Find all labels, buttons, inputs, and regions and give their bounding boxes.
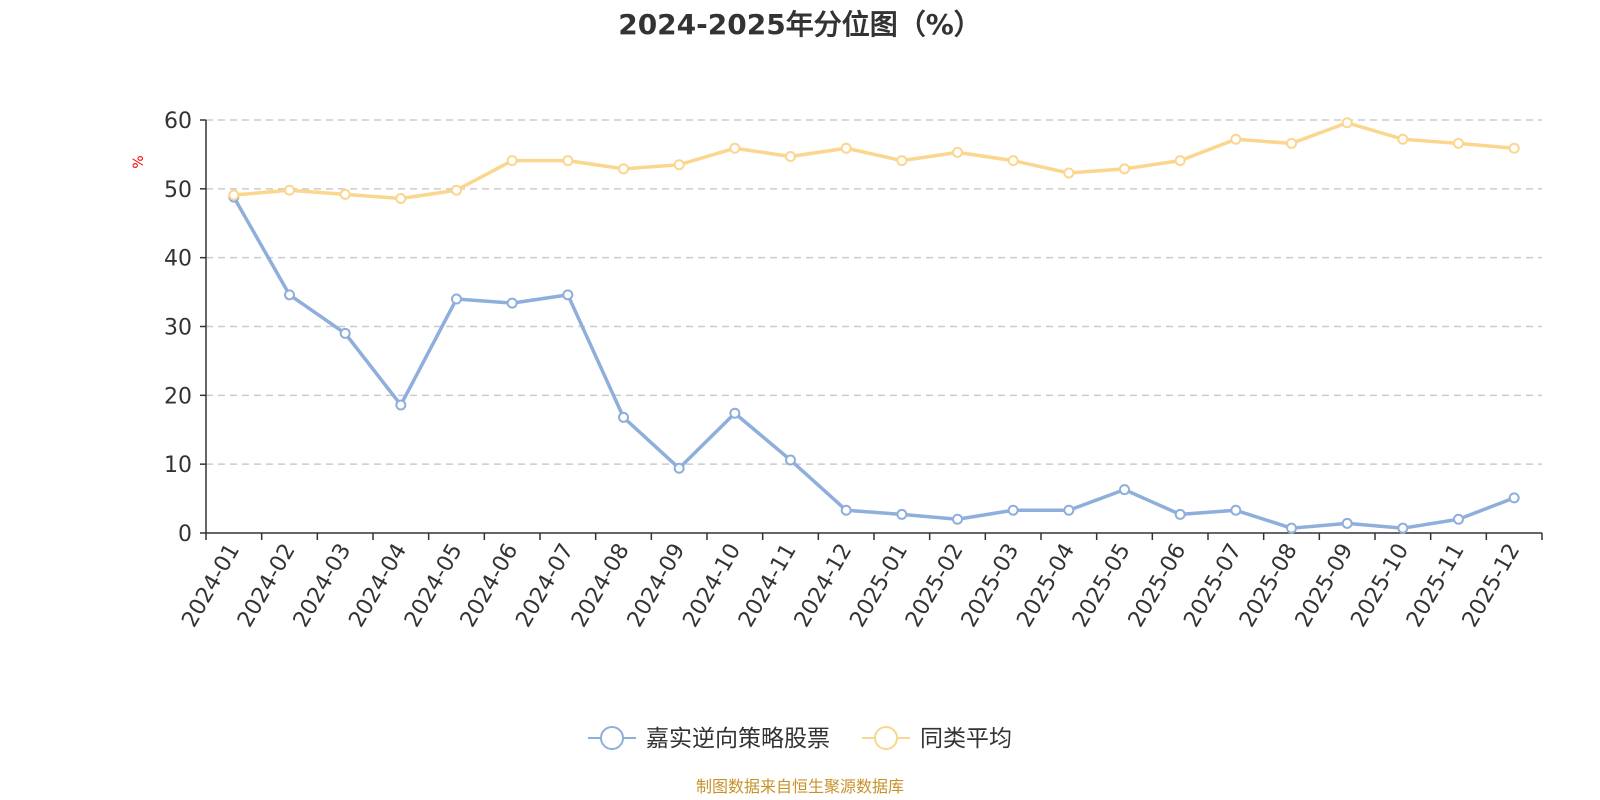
data-point (785, 150, 796, 162)
data-point (284, 184, 295, 196)
data-point (395, 192, 407, 204)
y-tick-label: 10 (164, 453, 192, 478)
y-tick-label: 0 (178, 522, 192, 547)
chart-title: 2024-2025年分位图（%） (618, 8, 982, 41)
data-point (896, 155, 908, 167)
data-point (1007, 504, 1019, 516)
legend-label: 同类平均 (920, 726, 1012, 752)
source-note: 制图数据来自恒生聚源数据库 (696, 777, 904, 796)
data-point (339, 327, 351, 339)
data-point (952, 513, 963, 525)
series-lines (228, 117, 1520, 534)
legend-label: 嘉实逆向策略股票 (646, 726, 830, 752)
data-point (1341, 517, 1353, 529)
y-tick-label: 50 (164, 178, 192, 203)
data-point (451, 184, 462, 196)
data-point (1508, 142, 1520, 154)
data-point (1508, 492, 1520, 504)
y-tick-label: 40 (164, 247, 192, 272)
series-line-1 (233, 121, 1515, 201)
data-point (1453, 137, 1464, 149)
data-point (284, 289, 295, 301)
data-point (840, 142, 852, 154)
data-point (785, 454, 796, 466)
legend-marker (600, 726, 624, 750)
data-point (1174, 155, 1186, 167)
y-tick-label: 30 (164, 316, 192, 341)
legend: 嘉实逆向策略股票 同类平均 (588, 726, 1012, 752)
data-point (1230, 504, 1242, 516)
data-point (673, 462, 685, 474)
data-point (618, 411, 629, 423)
data-point (1119, 163, 1130, 175)
data-point (618, 163, 629, 175)
y-axis-unit-label: % (131, 155, 147, 168)
data-point (1341, 117, 1353, 129)
data-point (729, 407, 741, 419)
data-point (562, 289, 574, 301)
y-tick-labels: 0 10 20 30 40 50 60 (164, 109, 192, 547)
data-point (1174, 508, 1186, 520)
data-point (952, 146, 963, 158)
data-point (673, 159, 685, 171)
x-tick-labels: 2024-012024-022024-032024-042024-052024-… (177, 540, 1525, 632)
data-point (840, 504, 852, 516)
data-point (562, 155, 574, 167)
data-point (228, 189, 240, 201)
grid-lines (206, 119, 1542, 465)
data-point (896, 508, 908, 520)
y-tick-label: 20 (164, 384, 192, 409)
data-point (506, 297, 518, 309)
data-point (1230, 133, 1242, 145)
data-point (1453, 513, 1464, 525)
data-point (1286, 522, 1297, 534)
data-point (506, 155, 518, 167)
data-point (1063, 167, 1075, 179)
data-point (1119, 484, 1130, 496)
data-point (1397, 522, 1409, 534)
data-point (1397, 133, 1409, 145)
series-line-0 (232, 196, 1515, 530)
data-point (339, 188, 351, 200)
data-point (395, 399, 407, 411)
data-point (1286, 137, 1297, 149)
data-point (1007, 155, 1019, 167)
y-tick-label: 60 (164, 109, 192, 134)
data-point (729, 142, 741, 154)
axes (200, 119, 1543, 540)
data-point (1063, 504, 1075, 516)
legend-marker (874, 726, 898, 750)
data-point (451, 293, 462, 305)
